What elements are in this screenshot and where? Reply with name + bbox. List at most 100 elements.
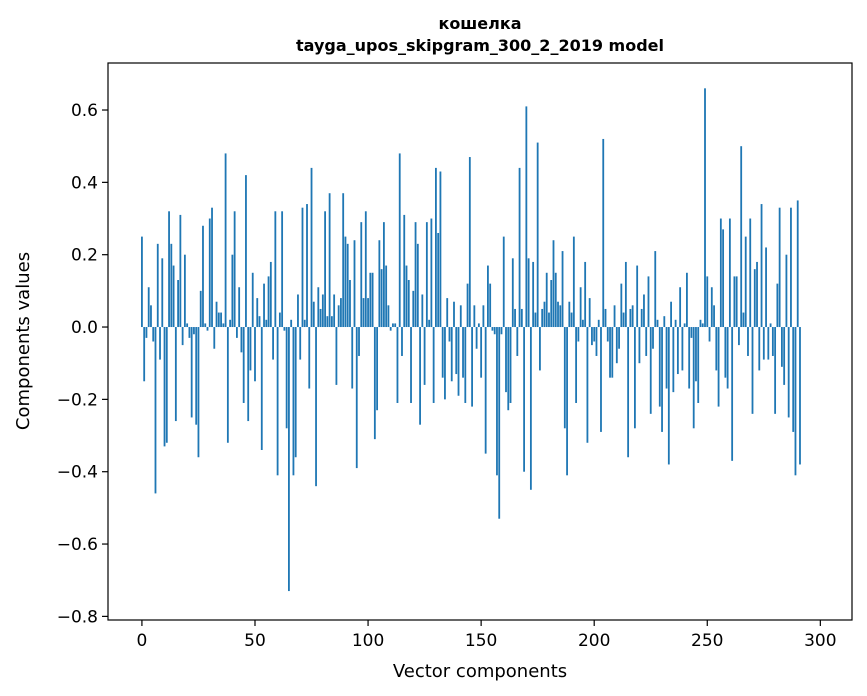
bar (787, 327, 790, 418)
bar (701, 323, 704, 328)
bar (652, 327, 654, 349)
bar (548, 312, 550, 328)
bar (364, 211, 367, 328)
bar (446, 298, 449, 328)
bar (722, 229, 725, 328)
bar (643, 294, 645, 328)
y-tick-label: −0.8 (57, 607, 98, 627)
bar (683, 323, 686, 328)
bar (188, 327, 191, 338)
bar (489, 283, 492, 328)
bars-group (141, 88, 801, 592)
bar (557, 301, 559, 328)
bar (385, 265, 388, 328)
bar (586, 327, 589, 443)
bar (584, 261, 587, 328)
bar (588, 298, 591, 328)
bar (502, 236, 505, 328)
bar (622, 312, 625, 328)
x-tick-label: 150 (465, 631, 497, 651)
bar (154, 327, 157, 494)
bar (292, 327, 295, 476)
bar (738, 327, 740, 346)
bar (783, 327, 786, 385)
bar (597, 319, 600, 328)
bar (301, 207, 304, 328)
bar (634, 327, 636, 429)
y-tick-label: −0.4 (57, 463, 98, 483)
chart-title: кошелка (438, 14, 521, 33)
bar (226, 327, 229, 443)
plot-frame (107, 62, 853, 621)
bar (147, 287, 150, 328)
bar (202, 225, 204, 328)
bar (613, 305, 616, 328)
bar (337, 305, 340, 328)
bar (170, 243, 173, 328)
bar (602, 138, 605, 328)
bar (193, 327, 195, 335)
bar (735, 276, 738, 328)
bar (792, 327, 795, 432)
bar (245, 175, 247, 328)
bar (217, 312, 220, 328)
bar (690, 327, 693, 338)
bar (600, 327, 602, 432)
bar (482, 305, 485, 328)
bar (183, 254, 186, 328)
bar (713, 305, 715, 328)
bar (410, 327, 412, 403)
bar (473, 305, 476, 328)
y-tick-label: −0.6 (57, 535, 98, 555)
bar (778, 207, 781, 328)
bar (310, 167, 313, 328)
bar (516, 327, 519, 356)
bar (663, 316, 666, 328)
chart-subtitle: tayga_upos_skipgram_300_2_2019 model (296, 36, 664, 55)
bar (624, 261, 627, 328)
bar (367, 298, 369, 328)
bar (263, 283, 265, 328)
bar (346, 243, 349, 328)
bar (715, 327, 718, 371)
bar (753, 269, 756, 328)
bar (649, 327, 652, 414)
bar (543, 301, 546, 328)
bar (315, 327, 317, 487)
bar (362, 298, 365, 328)
bar (423, 327, 426, 385)
bar (665, 327, 668, 389)
y-tick-label: 0.4 (71, 173, 98, 193)
y-tick-label: 0.6 (71, 101, 98, 121)
bar (150, 305, 152, 328)
bar (321, 294, 324, 328)
bar (647, 276, 650, 328)
bar (756, 261, 758, 328)
bar (412, 290, 415, 328)
bar (726, 327, 729, 389)
bar (541, 308, 544, 328)
bar (536, 142, 539, 328)
bar (509, 327, 512, 403)
bar (165, 327, 168, 443)
bar (326, 316, 329, 328)
bar (604, 308, 607, 328)
bar (595, 327, 598, 356)
bar (656, 319, 659, 328)
bar (435, 167, 437, 328)
bar (505, 327, 507, 393)
bar (285, 327, 288, 429)
bar (330, 316, 333, 328)
bar (258, 316, 261, 328)
bar (731, 327, 734, 461)
bar (554, 272, 557, 328)
bar (281, 211, 284, 328)
bar (152, 327, 155, 342)
bar (177, 280, 180, 328)
bar (706, 276, 709, 328)
bar (514, 308, 516, 328)
x-tick-label: 250 (691, 631, 723, 651)
bar (638, 327, 641, 364)
bar (251, 272, 254, 328)
bar (405, 265, 408, 328)
